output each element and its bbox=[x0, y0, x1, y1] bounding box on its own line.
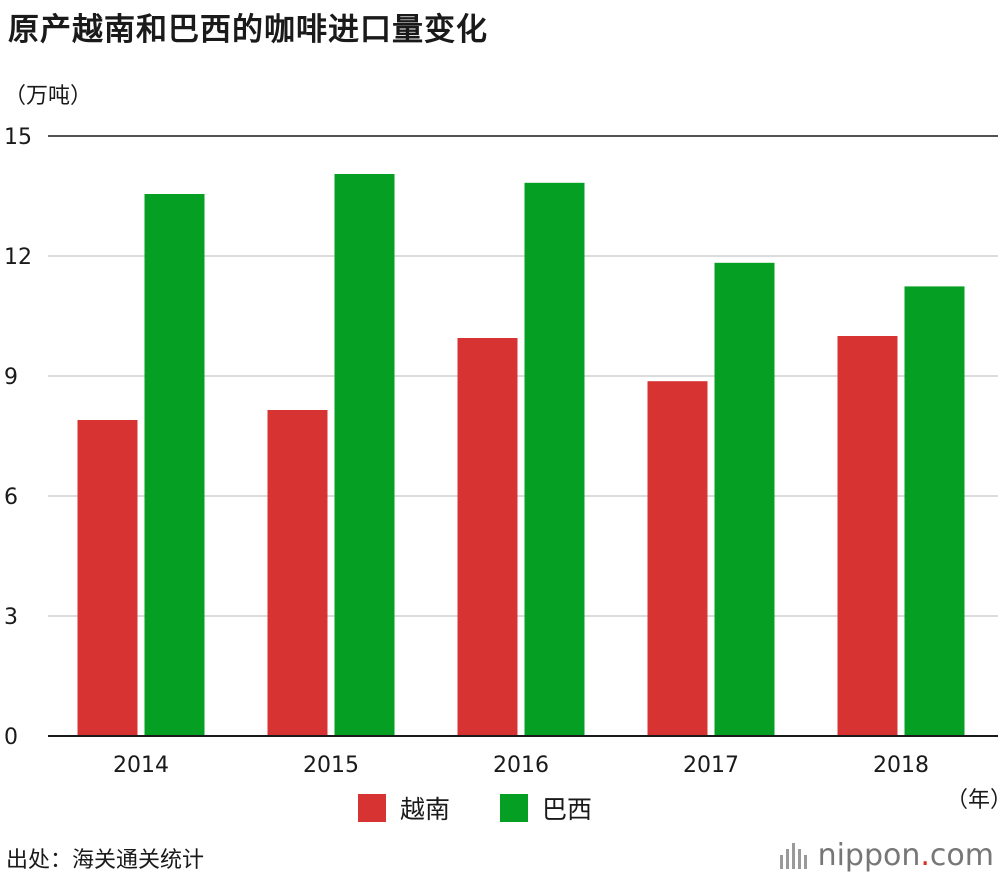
y-tick-label-6: 6 bbox=[4, 485, 18, 510]
bar-vietnam-2017 bbox=[647, 381, 708, 736]
bar-vietnam-2015 bbox=[267, 410, 328, 736]
y-tick-label-3: 3 bbox=[4, 605, 18, 630]
axes: 0 3 6 9 12 15 2014 2015 2016 2017 2018 bbox=[4, 125, 998, 778]
bar-brazil-2017 bbox=[714, 262, 775, 736]
x-axis-unit-label: （年） bbox=[946, 788, 1000, 813]
x-tick-label-2017: 2017 bbox=[683, 753, 739, 778]
bar-brazil-2018 bbox=[904, 286, 965, 736]
bar-brazil-2015 bbox=[334, 174, 395, 736]
x-tick-label-2015: 2015 bbox=[303, 753, 359, 778]
y-tick-label-0: 0 bbox=[4, 725, 18, 750]
legend-item-vietnam: 越南 bbox=[358, 790, 450, 826]
nippon-logo: nippon. com bbox=[779, 838, 994, 873]
legend-swatch-brazil bbox=[500, 794, 529, 822]
bar-vietnam-2016 bbox=[457, 338, 518, 736]
logo-domain: com bbox=[929, 838, 994, 873]
bar-brazil-2016 bbox=[524, 182, 585, 737]
legend: 越南 巴西 bbox=[358, 790, 642, 826]
chart-title: 原产越南和巴西的咖啡进口量变化 bbox=[8, 12, 488, 48]
logo-bars-icon bbox=[779, 842, 810, 869]
bar-vietnam-2014 bbox=[77, 420, 138, 736]
logo-name: nippon bbox=[817, 838, 921, 873]
legend-item-brazil: 巴西 bbox=[500, 790, 592, 826]
y-axis-unit-label: （万吨） bbox=[4, 84, 93, 109]
source-note: 出处：海关通关统计 bbox=[6, 848, 205, 873]
legend-label-brazil: 巴西 bbox=[542, 795, 593, 824]
y-tick-label-9: 9 bbox=[4, 365, 18, 390]
bars bbox=[77, 174, 965, 737]
legend-label-vietnam: 越南 bbox=[400, 795, 451, 824]
legend-swatch-vietnam bbox=[358, 794, 386, 822]
y-tick-label-12: 12 bbox=[4, 245, 32, 270]
logo-dot: . bbox=[920, 838, 930, 873]
bar-brazil-2014 bbox=[144, 194, 205, 736]
bar-vietnam-2018 bbox=[837, 336, 898, 736]
y-tick-label-15: 15 bbox=[4, 125, 32, 150]
x-tick-label-2014: 2014 bbox=[113, 753, 169, 778]
x-tick-label-2016: 2016 bbox=[493, 753, 549, 778]
x-tick-label-2018: 2018 bbox=[873, 753, 929, 778]
